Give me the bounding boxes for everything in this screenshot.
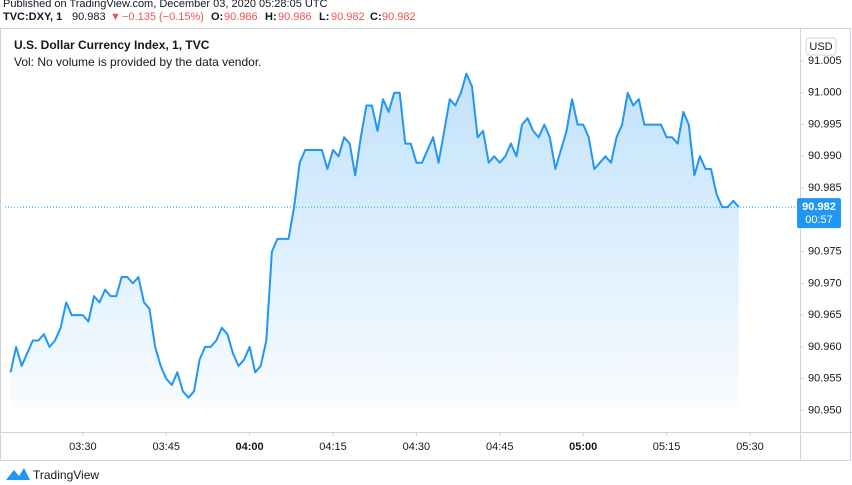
x-tick-label: 03:30 bbox=[69, 441, 97, 453]
y-tick-label: 90.970 bbox=[808, 277, 842, 289]
x-tick-label: 04:00 bbox=[236, 441, 264, 453]
y-tick-label: 90.950 bbox=[808, 404, 842, 416]
change: −0.135 (−0.15%) bbox=[122, 11, 204, 23]
last-price-box bbox=[797, 198, 841, 229]
symbol-line: TVC:DXY, 1 90.983 ▼ −0.135 (−0.15%) O: 9… bbox=[3, 11, 416, 23]
l-label: L: bbox=[319, 11, 329, 23]
y-tick-label: 90.990 bbox=[808, 150, 842, 162]
x-tick-label: 05:00 bbox=[569, 441, 597, 453]
last-price-label: 90.982 bbox=[802, 201, 836, 213]
arrow: ▼ bbox=[110, 11, 121, 23]
chart-subtitle: Vol: No volume is provided by the data v… bbox=[14, 55, 261, 69]
y-tick-label: 90.975 bbox=[808, 246, 842, 258]
x-tick-label: 04:30 bbox=[403, 441, 431, 453]
currency-button[interactable] bbox=[805, 37, 837, 56]
x-tick-label: 03:45 bbox=[152, 441, 180, 453]
countdown: 00:57 bbox=[805, 214, 833, 226]
x-tick-label: 04:45 bbox=[486, 441, 514, 453]
chart-title: U.S. Dollar Currency Index, 1, TVC bbox=[14, 38, 210, 52]
h-value: 90.986 bbox=[278, 11, 312, 23]
y-tick-label: 90.995 bbox=[808, 118, 842, 130]
symbol: TVC:DXY, 1 bbox=[3, 11, 62, 23]
o-label: O: bbox=[211, 11, 223, 23]
y-tick-label: 90.965 bbox=[808, 309, 842, 321]
brand: TradingView bbox=[33, 468, 99, 482]
currency[interactable]: USD bbox=[809, 41, 832, 53]
h-label: H: bbox=[265, 11, 277, 23]
o-value: 90.986 bbox=[224, 11, 258, 23]
y-tick-label: 91.000 bbox=[808, 87, 842, 99]
c-label: C: bbox=[370, 11, 382, 23]
l-value: 90.982 bbox=[331, 11, 365, 23]
x-tick-label: 05:30 bbox=[736, 441, 764, 453]
footer: TradingView bbox=[6, 468, 99, 482]
y-tick-label: 90.960 bbox=[808, 341, 842, 353]
x-tick-label: 04:15 bbox=[319, 441, 347, 453]
logo bbox=[6, 468, 30, 480]
y-tick-label: 90.985 bbox=[808, 182, 842, 194]
y-tick-label: 91.005 bbox=[808, 55, 842, 67]
x-tick-label: 05:15 bbox=[653, 441, 681, 453]
line bbox=[9, 72, 740, 399]
c-value: 90.982 bbox=[382, 11, 416, 23]
y-tick-label: 90.955 bbox=[808, 373, 842, 385]
published: Published on TradingView.com, December 0… bbox=[3, 0, 328, 10]
price: 90.983 bbox=[72, 11, 106, 23]
area bbox=[10, 73, 739, 407]
